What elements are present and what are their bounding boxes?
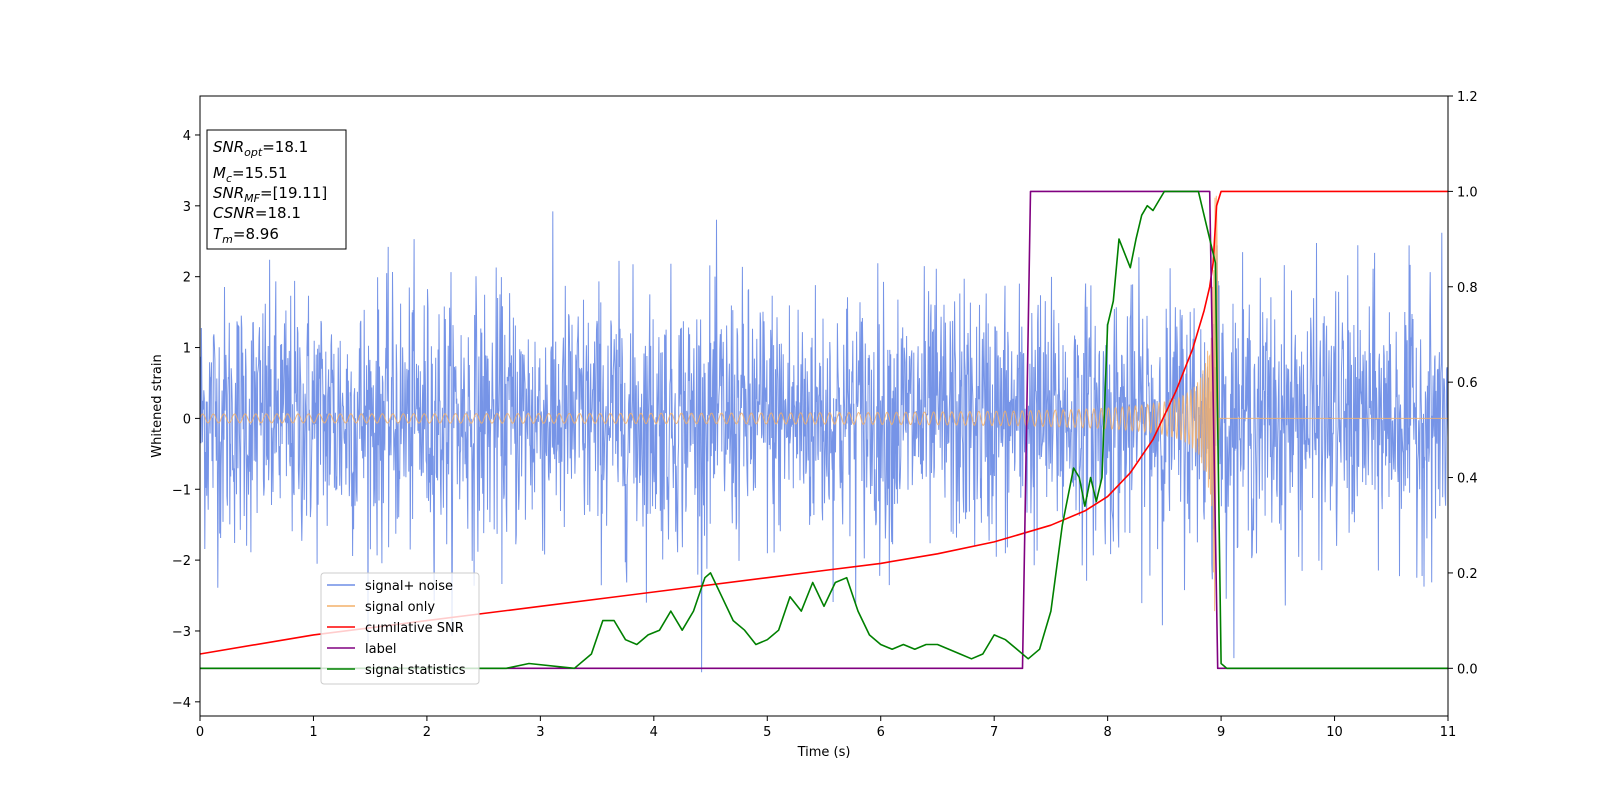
x-tick-label: 10 [1326, 725, 1343, 740]
x-tick-label: 6 [877, 725, 885, 740]
x-tick-label: 7 [990, 725, 998, 740]
x-tick-label: 0 [196, 725, 204, 740]
legend-frame [320, 572, 480, 685]
y-tick-label: −3 [172, 625, 191, 640]
y-axis-right: 1.2 1.0 0.8 0.6 0.4 0.2 0.0 [1448, 90, 1478, 677]
legend-label-signal-only: signal only [365, 600, 435, 615]
y-right-tick-label: 0.8 [1457, 281, 1478, 296]
legend-item-cumilative-snr: cumilative SNR [327, 621, 464, 636]
x-axis-label: Time (s) [797, 745, 851, 760]
y-axis-label: Whitened strain [150, 354, 165, 457]
y-tick-label: −4 [172, 696, 191, 711]
legend-item-signal-only: signal only [327, 600, 435, 615]
y-right-tick-label: 0.6 [1457, 376, 1478, 391]
x-tick-label: 9 [1217, 725, 1225, 740]
x-tick-label: 5 [763, 725, 771, 740]
y-right-tick-label: 0.4 [1457, 472, 1478, 487]
legend-label-signal-statistics: signal statistics [365, 663, 466, 678]
x-tick-label: 2 [423, 725, 431, 740]
x-tick-label: 1 [309, 725, 317, 740]
legend-item-signal-statistics: signal statistics [327, 663, 466, 678]
legend-item-signal-noise: signal+ noise [327, 579, 453, 594]
legend-item-label: label [327, 642, 396, 657]
series-signal-noise [199, 211, 1449, 673]
axes-frame [199, 95, 1449, 717]
y-right-tick-label: 0.0 [1457, 662, 1478, 677]
x-tick-label: 4 [650, 725, 658, 740]
info-snr-opt: SNRopt=18.1 [213, 138, 308, 159]
y-tick-label: −2 [172, 554, 191, 569]
x-tick-label: 3 [536, 725, 544, 740]
x-tick-label: 11 [1440, 725, 1457, 740]
y-right-tick-label: 0.2 [1457, 567, 1478, 582]
series-signal-only [199, 195, 1448, 612]
y-tick-label: 3 [183, 200, 191, 215]
legend-label-signal-noise: signal+ noise [365, 579, 453, 594]
y-tick-label: 1 [183, 342, 191, 357]
series-signal-statistics [200, 190, 1448, 670]
legend-label-label: label [365, 642, 396, 657]
info-box: SNRopt=18.1 Mc=15.51 SNRMF=[19.11] CSNR=… [206, 129, 347, 250]
legend-label-cumilative-snr: cumilative SNR [365, 621, 464, 636]
y-axis-left: 4 3 2 1 0 −1 −2 −3 −4 [172, 129, 200, 711]
legend: signal+ noise signal only cumilative SNR… [320, 572, 480, 685]
y-right-tick-label: 1.2 [1457, 90, 1478, 105]
x-tick-label: 8 [1103, 725, 1111, 740]
info-tm: Tm=8.96 [213, 225, 279, 246]
info-csnr: CSNR=18.1 [213, 204, 301, 222]
info-mc: Mc=15.51 [213, 164, 288, 185]
x-axis: 0 1 2 3 4 5 6 7 8 9 10 11 [196, 716, 1456, 740]
y-tick-label: 4 [183, 129, 191, 144]
y-right-tick-label: 1.0 [1457, 185, 1478, 200]
y-tick-label: 0 [183, 412, 191, 427]
info-box-frame [206, 129, 347, 250]
y-tick-label: 2 [183, 271, 191, 286]
info-snr-mf: SNRMF=[19.11] [213, 184, 327, 205]
plot-area [199, 190, 1449, 673]
y-tick-label: −1 [172, 483, 191, 498]
